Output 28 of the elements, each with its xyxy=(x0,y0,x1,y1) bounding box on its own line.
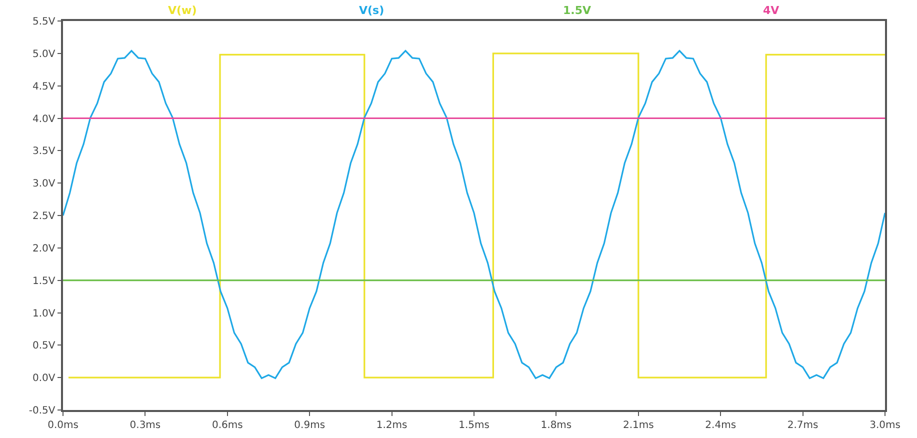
y-tick-label: 4.5V xyxy=(32,81,56,92)
y-tick-label: 2.5V xyxy=(32,211,56,222)
x-tick-label: 1.2ms xyxy=(376,420,408,431)
text: V(w) xyxy=(168,4,197,17)
y-tick-label: 5.0V xyxy=(32,48,56,60)
x-tick-label: 1.8ms xyxy=(540,420,572,431)
y-tick-label: 3.0V xyxy=(32,178,56,190)
y-tick-label: 2.0V xyxy=(32,243,56,254)
x-tick-label: 1.5ms xyxy=(458,420,490,431)
x-tick-label: 0.6ms xyxy=(212,420,243,431)
x-tick-label: 0.3ms xyxy=(130,420,161,431)
text: 4V xyxy=(763,4,780,17)
y-tick-label: 3.5V xyxy=(32,146,56,158)
y-tick-label: 0.5V xyxy=(32,340,56,352)
x-tick-label: 2.4ms xyxy=(705,420,736,431)
y-tick-label: -0.5V xyxy=(28,406,56,416)
x-tick-label: 2.7ms xyxy=(787,420,818,431)
text: V(s) xyxy=(359,4,384,17)
x-tick-label: 0.9ms xyxy=(294,420,326,431)
text: 1.5V xyxy=(563,4,592,17)
x-tick-label: 3.0ms xyxy=(870,420,900,431)
x-tick-label: 0.0ms xyxy=(48,420,78,431)
y-tick-label: 5.5V xyxy=(32,16,56,28)
y-tick-label: 1.5V xyxy=(32,276,56,287)
x-tick-label: 2.1ms xyxy=(622,420,654,431)
y-tick-label: 0.0V xyxy=(32,373,56,384)
y-tick-label: 1.0V xyxy=(32,308,56,320)
y-tick-label: 4.0V xyxy=(32,114,56,125)
